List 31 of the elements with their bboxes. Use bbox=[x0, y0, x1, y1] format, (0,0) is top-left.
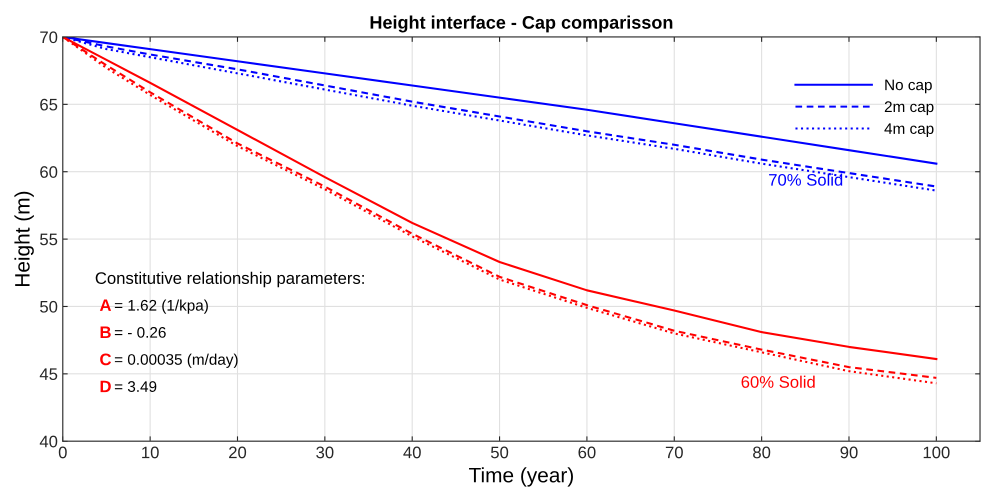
y-tick-label: 65 bbox=[40, 98, 58, 111]
y-tick-label: 55 bbox=[40, 234, 58, 246]
annotation: 60% Solid bbox=[742, 376, 815, 388]
legend-label: 4m cap bbox=[884, 123, 934, 138]
x-tick-label: 10 bbox=[142, 446, 159, 458]
y-axis-title: Height (m) bbox=[14, 192, 34, 286]
annotation: 70% Solid bbox=[769, 174, 842, 186]
y-tick-label: 60 bbox=[40, 166, 58, 178]
x-tick-label: 20 bbox=[229, 446, 246, 458]
legend-label: No cap bbox=[885, 80, 932, 94]
x-tick-label: 0 bbox=[58, 446, 67, 458]
annotation: C = 0.00035 (m/day) bbox=[100, 353, 238, 368]
chart-title: Height interface - Cap comparisson bbox=[370, 16, 672, 32]
x-tick-label: 80 bbox=[753, 446, 770, 458]
y-tick-label: 50 bbox=[40, 300, 58, 313]
annotation: Constitutive relationship parameters: bbox=[96, 272, 364, 288]
x-tick-label: 30 bbox=[316, 446, 334, 458]
annotation: A = 1.62 (1/kpa) bbox=[100, 299, 208, 314]
annotation: B = - 0.26 bbox=[100, 326, 166, 338]
y-tick-label: 70 bbox=[40, 31, 58, 44]
x-tick-label: 70 bbox=[666, 446, 683, 458]
y-tick-label: 45 bbox=[40, 368, 58, 380]
x-tick-label: 40 bbox=[403, 446, 421, 458]
x-axis-title: Time (year) bbox=[469, 467, 573, 487]
y-tick-label: 40 bbox=[40, 436, 58, 448]
legend-label: 2m cap bbox=[884, 101, 934, 116]
x-tick-label: 100 bbox=[924, 446, 950, 458]
x-tick-label: 90 bbox=[840, 446, 858, 458]
x-tick-label: 60 bbox=[578, 446, 596, 458]
x-tick-label: 50 bbox=[490, 446, 508, 458]
annotation: D = 3.49 bbox=[100, 380, 156, 392]
